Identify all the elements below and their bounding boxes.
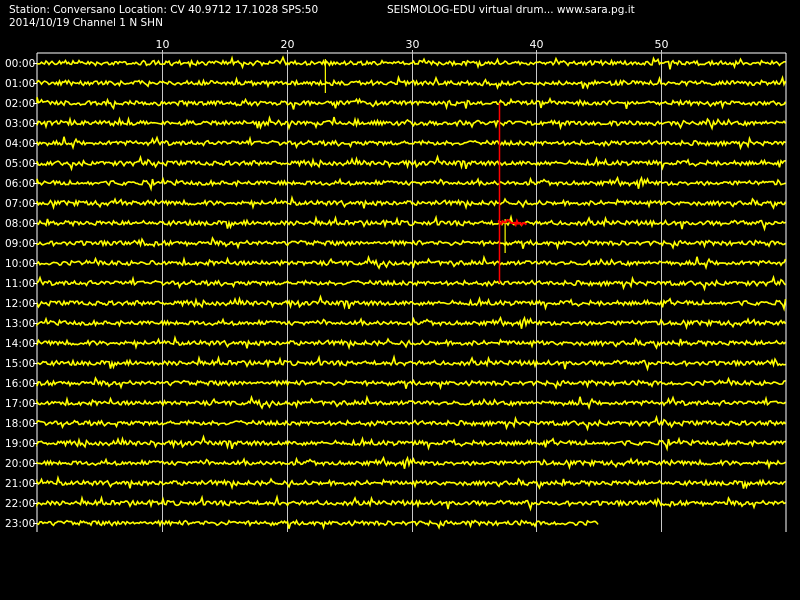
event-signal xyxy=(497,218,528,228)
trace-row xyxy=(36,175,786,192)
trace-row xyxy=(36,274,787,292)
trace-row xyxy=(36,518,599,531)
row-label: 07:00 xyxy=(5,198,35,210)
row-label: 00:00 xyxy=(5,58,35,70)
x-tick-label: 20 xyxy=(281,38,295,51)
station-info: Station: Conversano Location: CV 40.9712… xyxy=(9,4,319,16)
x-tick-label: 40 xyxy=(530,38,544,51)
row-label: 01:00 xyxy=(5,78,35,90)
row-label: 15:00 xyxy=(5,358,35,370)
date-channel-info: 2014/10/19 Channel 1 N SHN xyxy=(9,17,163,29)
row-label: 19:00 xyxy=(5,438,35,450)
x-tick-label: 10 xyxy=(156,38,170,51)
trace-row xyxy=(36,135,786,151)
row-label: 10:00 xyxy=(5,258,35,270)
row-label: 21:00 xyxy=(5,478,35,490)
trace-row xyxy=(36,96,787,111)
trace-row xyxy=(36,434,786,452)
trace-row xyxy=(36,55,786,70)
trace-row xyxy=(36,376,786,391)
trace-row xyxy=(36,254,787,271)
row-label: 11:00 xyxy=(5,278,35,290)
row-label: 22:00 xyxy=(5,498,35,510)
trace-row xyxy=(36,414,787,432)
row-label: 09:00 xyxy=(5,238,35,250)
row-label: 17:00 xyxy=(5,398,35,410)
row-label: 12:00 xyxy=(5,298,35,310)
x-tick-label: 50 xyxy=(655,38,669,51)
row-label: 13:00 xyxy=(5,318,35,330)
row-label: 02:00 xyxy=(5,98,35,110)
trace-row xyxy=(36,494,786,512)
row-label: 16:00 xyxy=(5,378,35,390)
trace-row xyxy=(36,115,787,131)
trace-row xyxy=(36,236,786,251)
site-info: SEISMOLOG-EDU virtual drum... www.sara.p… xyxy=(387,4,635,16)
row-label: 05:00 xyxy=(5,158,35,170)
row-label: 08:00 xyxy=(5,218,35,230)
row-label: 06:00 xyxy=(5,178,35,190)
trace-row xyxy=(36,294,787,312)
trace-row xyxy=(36,455,786,471)
trace-row xyxy=(36,74,787,90)
row-label: 04:00 xyxy=(5,138,35,150)
trace-row xyxy=(36,315,787,331)
trace-row xyxy=(36,194,787,211)
row-label: 14:00 xyxy=(5,338,35,350)
trace-row xyxy=(36,354,786,372)
row-label: 20:00 xyxy=(5,458,35,470)
x-tick-label: 30 xyxy=(406,38,420,51)
trace-row xyxy=(36,154,786,172)
trace-row xyxy=(36,394,787,411)
trace-row xyxy=(36,474,786,491)
trace-row xyxy=(36,334,787,351)
row-label: 18:00 xyxy=(5,418,35,430)
row-label: 03:00 xyxy=(5,118,35,130)
row-label: 23:00 xyxy=(5,518,35,530)
trace-row xyxy=(36,214,786,232)
